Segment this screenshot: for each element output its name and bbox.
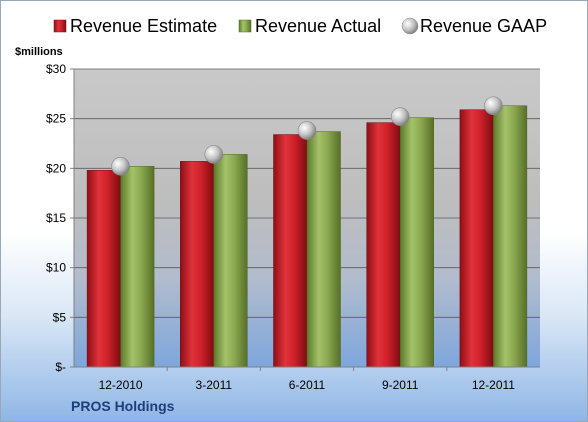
bar-revenue-actual xyxy=(213,154,248,368)
y-tick-label: $5 xyxy=(53,310,67,324)
x-tick-label: 12-2011 xyxy=(472,378,515,392)
y-tick-label: $15 xyxy=(46,211,66,225)
marker-revenue-gaap xyxy=(390,107,410,126)
x-tick-label: 3-2011 xyxy=(196,378,233,392)
bar-revenue-estimate xyxy=(366,122,401,368)
marker-revenue-gaap xyxy=(297,121,317,140)
x-tick-label: 6-2011 xyxy=(289,378,326,392)
marker-revenue-gaap xyxy=(111,157,130,176)
marker-revenue-gaap xyxy=(484,96,503,116)
y-tick-label: $10 xyxy=(46,261,66,275)
x-tick-label: 9-2011 xyxy=(382,378,419,392)
legend-swatch-estimate xyxy=(53,19,67,33)
bar-revenue-actual xyxy=(493,105,528,368)
legend-label-gaap: Revenue GAAP xyxy=(420,16,547,36)
bar-revenue-estimate xyxy=(273,134,308,368)
legend-label-actual: Revenue Actual xyxy=(255,16,381,36)
y-unit-label: $millions xyxy=(15,46,63,58)
marker-revenue-gaap xyxy=(204,145,224,164)
bar-revenue-estimate xyxy=(180,161,215,368)
y-tick-label: $25 xyxy=(46,112,66,126)
y-tick-label: $- xyxy=(55,360,66,374)
bar-revenue-actual xyxy=(306,131,341,368)
bar-revenue-estimate xyxy=(459,109,494,368)
y-tick-label: $20 xyxy=(46,161,66,175)
company-name: PROS Holdings xyxy=(71,398,175,414)
legend-marker-gaap xyxy=(401,17,419,35)
x-tick-label: 12-2010 xyxy=(99,378,143,392)
bar-revenue-actual xyxy=(399,117,434,368)
y-tick-label: $30 xyxy=(46,62,66,76)
bar-revenue-actual xyxy=(120,166,155,368)
legend-swatch-actual xyxy=(238,19,252,33)
bar-revenue-estimate xyxy=(86,170,121,368)
legend: Revenue Estimate Revenue Actual Revenue … xyxy=(53,16,547,36)
legend-label-estimate: Revenue Estimate xyxy=(70,16,217,36)
